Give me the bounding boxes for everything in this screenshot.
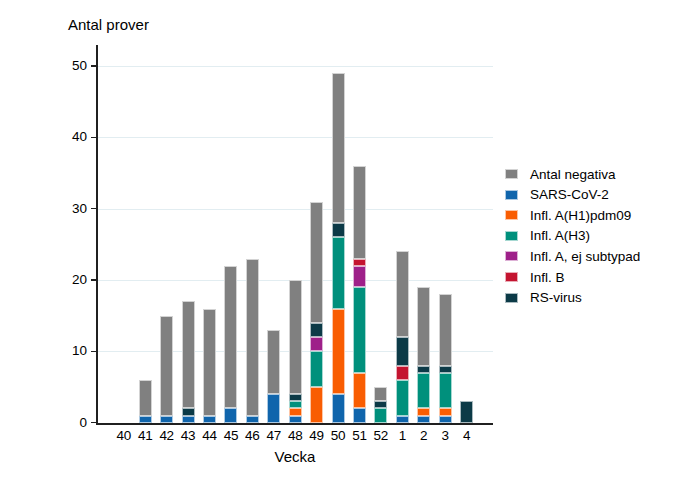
bar-segment-rs-virus — [374, 401, 387, 408]
legend-label: RS-virus — [530, 290, 582, 305]
bar-segment-sars-cov-2 — [396, 416, 409, 423]
legend-item-infl-a-ej-subtypad: Infl. A, ej subtypad — [505, 246, 640, 266]
y-tick-label: 0 — [57, 415, 87, 430]
bar-segment-infl-a-h3- — [417, 373, 430, 409]
bar-segment-sars-cov-2 — [203, 416, 216, 423]
bar-segment-infl-a-h1-pdm09 — [310, 387, 323, 423]
bar-segment-antal-negativa — [224, 266, 237, 409]
legend-label: Infl. A(H3) — [530, 228, 590, 243]
bar-segment-infl-a-h3- — [396, 380, 409, 416]
bar-segment-rs-virus — [182, 408, 195, 415]
legend-label: Infl. B — [530, 270, 565, 285]
legend-swatch — [505, 272, 518, 282]
legend-swatch — [505, 210, 518, 220]
bar-segment-antal-negativa — [310, 202, 323, 323]
legend-swatch — [505, 190, 518, 200]
legend-item-infl-b: Infl. B — [505, 267, 565, 287]
gridline — [97, 209, 493, 210]
legend-item-antal-negativa: Antal negativa — [505, 164, 616, 184]
bar-segment-infl-a-h1-pdm09 — [439, 408, 452, 415]
bar-segment-infl-a-h3- — [374, 408, 387, 422]
bar-segment-rs-virus — [289, 394, 302, 401]
bar-segment-infl-a-h3- — [310, 351, 323, 387]
bar-segment-infl-a-h1-pdm09 — [417, 408, 430, 415]
bar-segment-sars-cov-2 — [224, 408, 237, 422]
legend-item-infl-a-h3-: Infl. A(H3) — [505, 226, 590, 246]
bar-segment-antal-negativa — [139, 380, 152, 416]
y-tick-label: 10 — [57, 343, 87, 358]
bar-segment-antal-negativa — [353, 166, 366, 259]
bar-segment-rs-virus — [396, 337, 409, 366]
bar-segment-infl-a-h3- — [439, 373, 452, 409]
bar-segment-infl-a-h1-pdm09 — [289, 408, 302, 415]
bar-segment-sars-cov-2 — [246, 416, 259, 423]
legend-label: SARS-CoV-2 — [530, 187, 609, 202]
bar-segment-antal-negativa — [267, 330, 280, 394]
legend-label: Infl. A(H1)pdm09 — [530, 208, 631, 223]
legend-label: Antal negativa — [530, 167, 616, 182]
bar-segment-sars-cov-2 — [160, 416, 173, 423]
bar-segment-rs-virus — [460, 401, 473, 422]
bar-segment-infl-a-ej-subtypad — [353, 266, 366, 287]
legend-item-infl-a-h1-pdm09: Infl. A(H1)pdm09 — [505, 205, 631, 225]
bar-segment-sars-cov-2 — [182, 416, 195, 423]
bar-segment-sars-cov-2 — [289, 416, 302, 423]
y-tick-label: 50 — [57, 58, 87, 73]
legend-swatch — [505, 251, 518, 261]
x-tick-label: 4 — [452, 428, 482, 443]
bar-segment-sars-cov-2 — [267, 394, 280, 423]
bar-segment-rs-virus — [417, 366, 430, 373]
bar-segment-antal-negativa — [289, 280, 302, 394]
bar-segment-infl-b — [396, 366, 409, 380]
legend-item-sars-cov-2: SARS-CoV-2 — [505, 185, 609, 205]
bar-segment-antal-negativa — [374, 387, 387, 401]
bar-segment-sars-cov-2 — [353, 408, 366, 422]
bar-segment-infl-a-h3- — [289, 401, 302, 408]
chart-antal-prover: Antal prover 010203040504041424344454647… — [0, 0, 682, 496]
bar-segment-infl-b — [353, 259, 366, 266]
y-axis-line — [96, 45, 98, 425]
bar-segment-antal-negativa — [439, 294, 452, 365]
bar-segment-sars-cov-2 — [417, 416, 430, 423]
bar-segment-antal-negativa — [417, 287, 430, 365]
gridline — [97, 66, 493, 67]
bar-segment-antal-negativa — [160, 316, 173, 416]
bar-segment-infl-a-h1-pdm09 — [332, 309, 345, 395]
chart-title: Antal prover — [68, 16, 149, 33]
bar-segment-antal-negativa — [246, 259, 259, 416]
y-tick-label: 20 — [57, 272, 87, 287]
bar-segment-rs-virus — [310, 323, 323, 337]
bar-segment-sars-cov-2 — [332, 394, 345, 423]
x-axis-title: Vecka — [255, 448, 335, 465]
bar-segment-infl-a-h1-pdm09 — [353, 373, 366, 409]
gridline — [97, 137, 493, 138]
bar-segment-antal-negativa — [396, 251, 409, 337]
bar-segment-infl-a-ej-subtypad — [310, 337, 323, 351]
y-tick-label: 30 — [57, 201, 87, 216]
legend-swatch — [505, 169, 518, 179]
y-tick-label: 40 — [57, 129, 87, 144]
bar-segment-sars-cov-2 — [139, 416, 152, 423]
x-axis-line — [96, 423, 493, 425]
bar-segment-antal-negativa — [182, 301, 195, 408]
legend-label: Infl. A, ej subtypad — [530, 249, 640, 264]
bar-segment-rs-virus — [332, 223, 345, 237]
bar-segment-infl-a-h3- — [353, 287, 366, 373]
bar-segment-antal-negativa — [203, 309, 216, 416]
bar-segment-rs-virus — [439, 366, 452, 373]
bar-segment-infl-a-h3- — [332, 237, 345, 308]
legend-item-rs-virus: RS-virus — [505, 288, 582, 308]
legend-swatch — [505, 231, 518, 241]
bar-segment-antal-negativa — [332, 73, 345, 223]
bar-segment-sars-cov-2 — [439, 416, 452, 423]
legend-swatch — [505, 293, 518, 303]
